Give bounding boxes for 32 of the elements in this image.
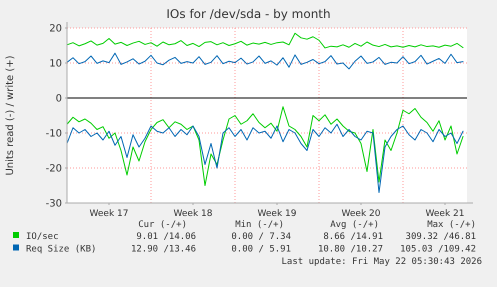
x-tick-label: Week 20 xyxy=(342,209,381,219)
text: Cur (-/+) xyxy=(138,220,187,230)
y-tick-label: 0 xyxy=(56,94,62,104)
text: 309.32 /46.81 xyxy=(406,232,476,242)
y-tick-label: 10 xyxy=(49,58,62,70)
line-series xyxy=(66,52,464,70)
text: 8.66 /14.91 xyxy=(323,232,383,242)
text: 0.00 / 5.91 xyxy=(231,244,291,254)
text: Last update: Fri May 22 05:30:43 2026 xyxy=(282,257,482,267)
legend-label: IO/sec xyxy=(26,232,59,242)
text: 0.00 / 7.34 xyxy=(231,232,291,242)
x-tick-label: Week 17 xyxy=(90,209,128,219)
text: Min (-/+) xyxy=(235,220,284,230)
chart-title: IOs for /dev/sda - by month xyxy=(166,7,331,21)
text: 10.80 /10.27 xyxy=(318,244,383,254)
line-series xyxy=(66,32,464,48)
y-tick-label: -30 xyxy=(46,198,62,210)
x-tick-label: Week 21 xyxy=(426,209,464,219)
text: 105.03 /109.42 xyxy=(400,244,476,254)
line-series xyxy=(66,124,464,193)
x-tick-label: Week 19 xyxy=(258,209,297,219)
y-tick-label: -20 xyxy=(46,164,62,174)
legend-label: Req Size (KB) xyxy=(26,244,96,254)
text: Max (-/+) xyxy=(427,220,476,230)
y-tick-label: 20 xyxy=(49,24,62,34)
x-tick-label: Week 18 xyxy=(174,209,213,219)
line-series xyxy=(66,106,464,186)
y-tick-label: -10 xyxy=(46,128,62,140)
text: 12.90 /13.46 xyxy=(130,244,196,254)
y-axis-title: Units read (-) / write (+) xyxy=(5,55,16,176)
text: Avg (-/+) xyxy=(330,220,379,230)
text: 9.01 /14.06 xyxy=(136,232,196,242)
